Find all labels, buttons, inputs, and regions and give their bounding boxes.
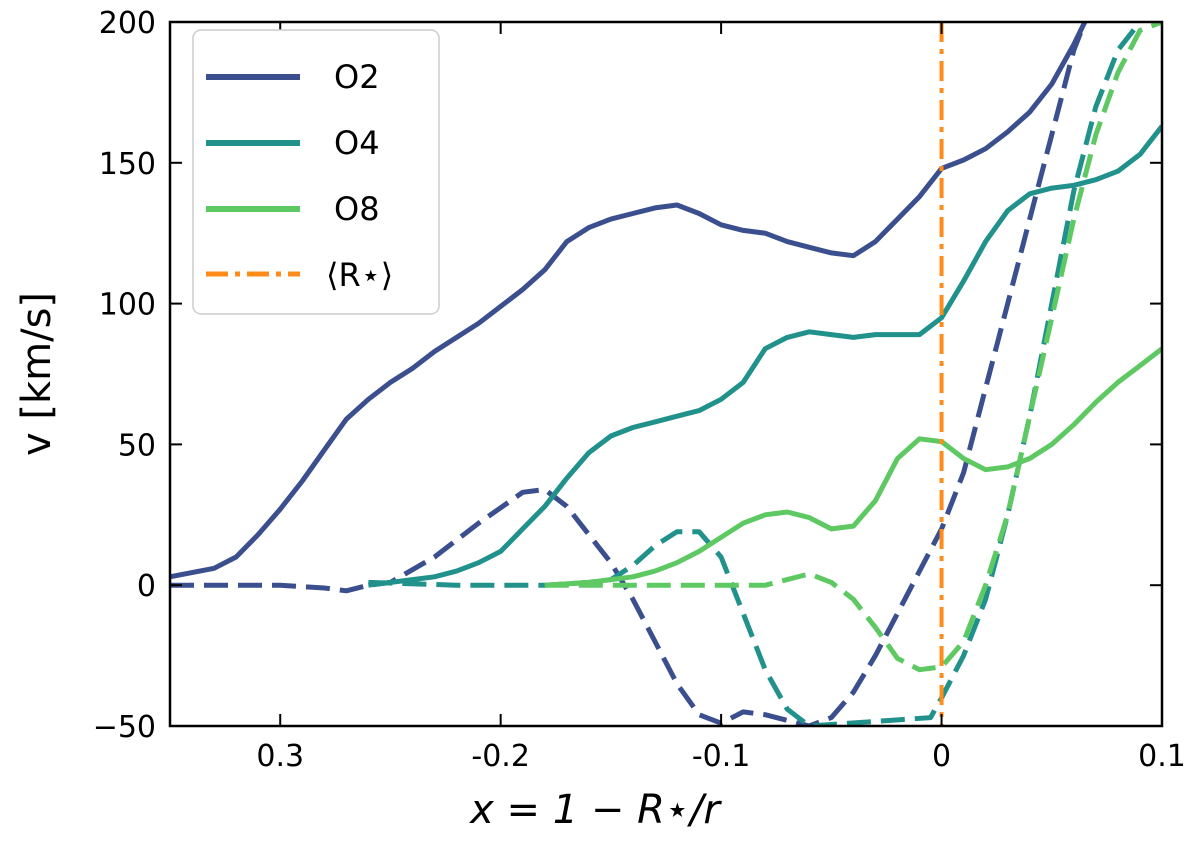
legend-label-o4: O4 — [334, 124, 380, 162]
legend-label-o2: O2 — [334, 58, 380, 96]
x-axis-label: x = 1 − R⋆/r — [468, 787, 722, 833]
y-tick-label: 50 — [118, 428, 156, 463]
x-tick-label: 0.1 — [1138, 739, 1186, 774]
y-tick-label: 200 — [99, 6, 156, 41]
legend-label-mean-radius: ⟨R⋆⟩ — [326, 256, 393, 294]
plot-area-frame — [168, 20, 1164, 728]
y-tick-label: −50 — [93, 710, 156, 745]
tick-layer: 0.3 -0.2 -0.1 0 0.1 −50 0 50 100 150 200 — [93, 6, 1186, 774]
series-line-o4-dashed — [368, 22, 1142, 726]
x-tick-label: -0.2 — [471, 739, 530, 774]
x-tick-label: -0.1 — [692, 739, 751, 774]
legend: O2 O4 O8 ⟨R⋆⟩ — [192, 29, 440, 315]
series-line-o8-dashed — [544, 22, 1162, 673]
series-line-o8-solid — [544, 346, 1162, 588]
x-tick-label: 0.3 — [256, 739, 304, 774]
series-layer — [170, 22, 1162, 726]
y-axis-label: v [km/s] — [14, 292, 60, 456]
legend-label-o8: O8 — [334, 190, 380, 228]
legend-frame — [192, 29, 440, 315]
x-tick-label: 0 — [932, 739, 951, 774]
y-tick-label: 100 — [99, 288, 156, 323]
y-tick-label: 0 — [137, 569, 156, 604]
series-line-o2-solid — [170, 22, 1088, 580]
y-tick-label: 150 — [99, 147, 156, 182]
series-line-o4-solid — [368, 124, 1162, 588]
